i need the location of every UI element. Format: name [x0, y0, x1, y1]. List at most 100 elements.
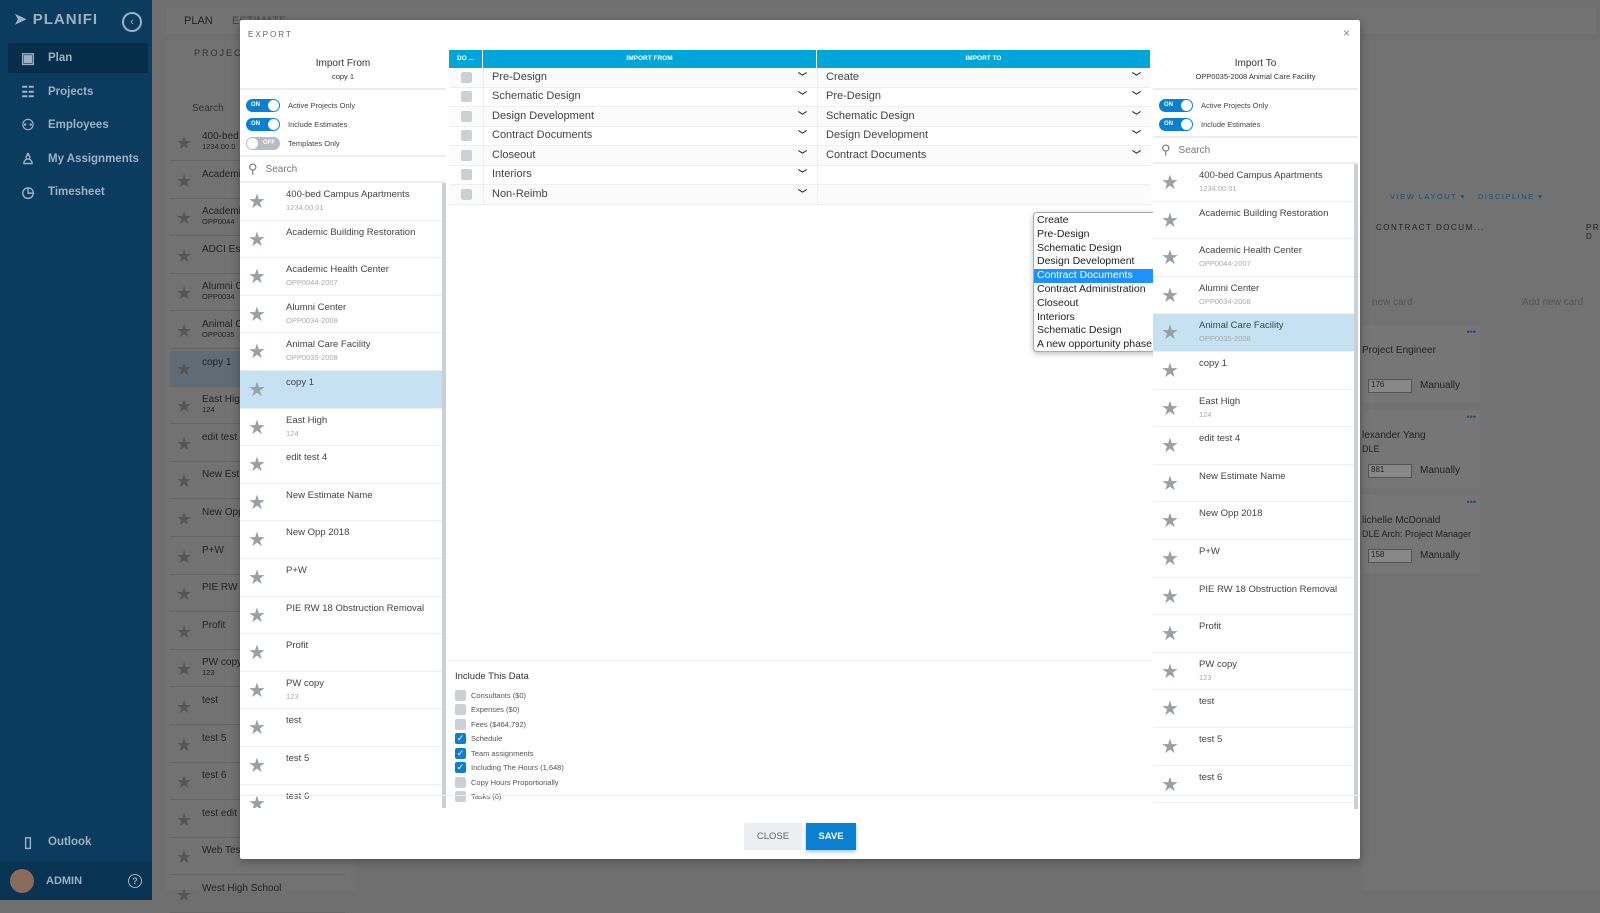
project-list-item[interactable]: ★ edit test 4	[240, 446, 442, 484]
import-to-select[interactable]: Create ﹀	[817, 67, 1151, 87]
import-from-select[interactable]: Closeout ﹀	[483, 145, 817, 165]
project-list-item[interactable]: ★ PIE RW 18 Obstruction Removal	[1153, 578, 1354, 616]
view-layout-menu[interactable]: VIEW LAYOUT ▾	[1390, 192, 1466, 201]
star-icon[interactable]: ★	[1161, 698, 1179, 721]
include-option[interactable]: ✓ Schedule	[455, 732, 1145, 747]
import-from-select[interactable]: Pre-Design ﹀	[483, 67, 817, 87]
import-from-select[interactable]: Interiors ﹀	[483, 165, 817, 185]
project-list-item[interactable]: ★ test	[1153, 690, 1354, 728]
assign-mode-select[interactable]: Manually	[1420, 380, 1461, 391]
star-icon[interactable]: ★	[1161, 472, 1179, 495]
hours-input[interactable]: 158	[1368, 549, 1412, 563]
row-checkbox[interactable]	[460, 71, 472, 83]
add-card-input[interactable]: Add new card	[1522, 297, 1584, 308]
background-search[interactable]: Search	[192, 103, 224, 114]
close-button[interactable]: CLOSE	[744, 823, 802, 850]
background-list-item[interactable]: ★ Web Tes	[170, 839, 345, 876]
star-icon[interactable]: ★	[1161, 322, 1179, 345]
project-list-item[interactable]: ★ test 6	[240, 785, 442, 809]
row-checkbox[interactable]	[460, 130, 472, 142]
row-checkbox[interactable]	[460, 110, 472, 122]
project-list-item[interactable]: ★ East High 124	[240, 409, 442, 447]
toggle-include-estimates[interactable]: ON Include Estimates	[246, 115, 440, 134]
star-icon[interactable]: ★	[248, 491, 266, 514]
assign-mode-select[interactable]: Manually	[1420, 550, 1461, 561]
star-icon[interactable]: ★	[248, 341, 266, 364]
row-checkbox[interactable]	[460, 149, 472, 161]
new-card-input[interactable]: new card	[1372, 297, 1413, 308]
star-icon[interactable]: ★	[248, 642, 266, 665]
star-icon[interactable]: ★	[248, 529, 266, 552]
project-list-item[interactable]: ★ Alumni Center OPP0034-2008	[1153, 277, 1354, 315]
row-checkbox[interactable]	[460, 91, 472, 103]
import-from-select[interactable]: Contract Documents ﹀	[483, 126, 817, 146]
dropdown-option[interactable]: Contract Administration	[1037, 282, 1146, 295]
project-list-item[interactable]: ★ East High 124	[1153, 390, 1354, 428]
project-list-item[interactable]: ★ 400-bed Campus Apartments 1234.00.01	[1153, 164, 1354, 202]
background-list-item[interactable]: ★ West High School	[170, 877, 345, 913]
star-icon[interactable]: ★	[1161, 547, 1179, 570]
assignment-card[interactable]: lichelle McDonald DLE Arch: Project Manag…	[1362, 495, 1480, 573]
project-list-item[interactable]: ★ New Estimate Name	[1153, 465, 1354, 503]
import-to-select[interactable]: Schematic Design ﹀	[817, 106, 1151, 126]
include-option[interactable]: ✓ Including The Hours (1,648)	[455, 761, 1145, 776]
import-from-select[interactable]: Design Development ﹀	[483, 106, 817, 126]
toggle-include-estimates[interactable]: ON Include Estimates	[1159, 115, 1352, 134]
project-list-item[interactable]: ★ test 5	[240, 747, 442, 785]
project-list-item[interactable]: ★ New Opp 2018	[240, 521, 442, 559]
row-checkbox[interactable]	[460, 169, 472, 181]
toggle-switch[interactable]: ON	[246, 99, 280, 112]
checkbox[interactable]	[455, 689, 466, 701]
close-icon[interactable]: ×	[1342, 26, 1350, 40]
row-checkbox[interactable]	[460, 188, 472, 200]
checkbox[interactable]: ✓	[455, 747, 466, 759]
dropdown-option[interactable]: Interiors	[1037, 310, 1075, 323]
star-icon[interactable]: ★	[1161, 172, 1179, 194]
sidebar-item-outlook[interactable]: ▯ Outlook	[8, 827, 148, 857]
star-icon[interactable]: ★	[1161, 209, 1179, 232]
project-list-item[interactable]: ★ New Opp 2018	[1153, 502, 1354, 540]
star-icon[interactable]: ★	[248, 566, 266, 589]
include-option[interactable]: Tasks (0)	[455, 790, 1145, 805]
sidebar-item-projects[interactable]: ☷ Projects	[8, 77, 148, 107]
star-icon[interactable]: ★	[248, 416, 266, 439]
star-icon[interactable]: ★	[1161, 247, 1179, 270]
project-list-item[interactable]: ★ PW copy 123	[1153, 653, 1354, 691]
star-icon[interactable]: ★	[1161, 735, 1179, 758]
project-list-item[interactable]: ★ Academic Health Center OPP0044-2007	[1153, 239, 1354, 277]
assignment-card[interactable]: lexander Yang DLE 881 Manually •••	[1362, 410, 1480, 488]
toggle-switch[interactable]: ON	[1159, 118, 1193, 131]
star-icon[interactable]: ★	[1161, 623, 1179, 646]
star-icon[interactable]: ★	[1161, 585, 1179, 608]
project-list-item[interactable]: ★ P+W	[1153, 540, 1354, 578]
toggle-active-projects-only[interactable]: ON Active Projects Only	[1159, 96, 1352, 115]
include-option[interactable]: ✓ Team assignments	[455, 746, 1145, 761]
include-option[interactable]: Consultants ($0)	[455, 688, 1145, 703]
project-list[interactable]: ★ 400-bed Campus Apartments 1234.00.01 ★ Aca…	[240, 183, 446, 808]
project-list-item[interactable]: ★ Animal Care Facility OPP0035-2008	[1153, 314, 1354, 352]
dropdown-option[interactable]: Schematic Design	[1037, 241, 1122, 254]
dropdown-option[interactable]: Design Development	[1037, 255, 1135, 268]
dropdown-option[interactable]: Create	[1037, 214, 1069, 226]
star-icon[interactable]: ★	[248, 191, 266, 213]
import-to-select[interactable]	[817, 165, 1151, 185]
star-icon[interactable]: ★	[1161, 397, 1179, 420]
more-options-icon[interactable]: •••	[1466, 497, 1476, 507]
toggle-switch[interactable]: OFF	[246, 137, 280, 150]
star-icon[interactable]: ★	[1161, 773, 1179, 796]
star-icon[interactable]: ★	[248, 454, 266, 477]
checkbox[interactable]: ✓	[455, 733, 466, 745]
tab-plan[interactable]: PLAN	[184, 15, 213, 27]
project-list-item[interactable]: ★ test 5	[1153, 728, 1354, 766]
dropdown-option[interactable]: A new opportunity phase	[1037, 338, 1152, 351]
project-list-item[interactable]: ★ Academic Building Restoration	[240, 221, 442, 259]
help-icon[interactable]: ?	[128, 874, 142, 888]
sidebar-item-timesheet[interactable]: ◷ Timesheet	[8, 177, 148, 207]
hours-input[interactable]: 881	[1368, 464, 1412, 478]
sidebar-item-my-assignments[interactable]: ♙ My Assignments	[8, 144, 148, 174]
sidebar-item-plan[interactable]: ▣ Plan	[8, 43, 148, 73]
star-icon[interactable]: ★	[248, 792, 266, 809]
assign-mode-select[interactable]: Manually	[1420, 465, 1461, 476]
project-list-item[interactable]: ★ Alumni Center OPP0034-2008	[240, 296, 442, 334]
search-input[interactable]: ⚲ Search	[240, 157, 446, 183]
